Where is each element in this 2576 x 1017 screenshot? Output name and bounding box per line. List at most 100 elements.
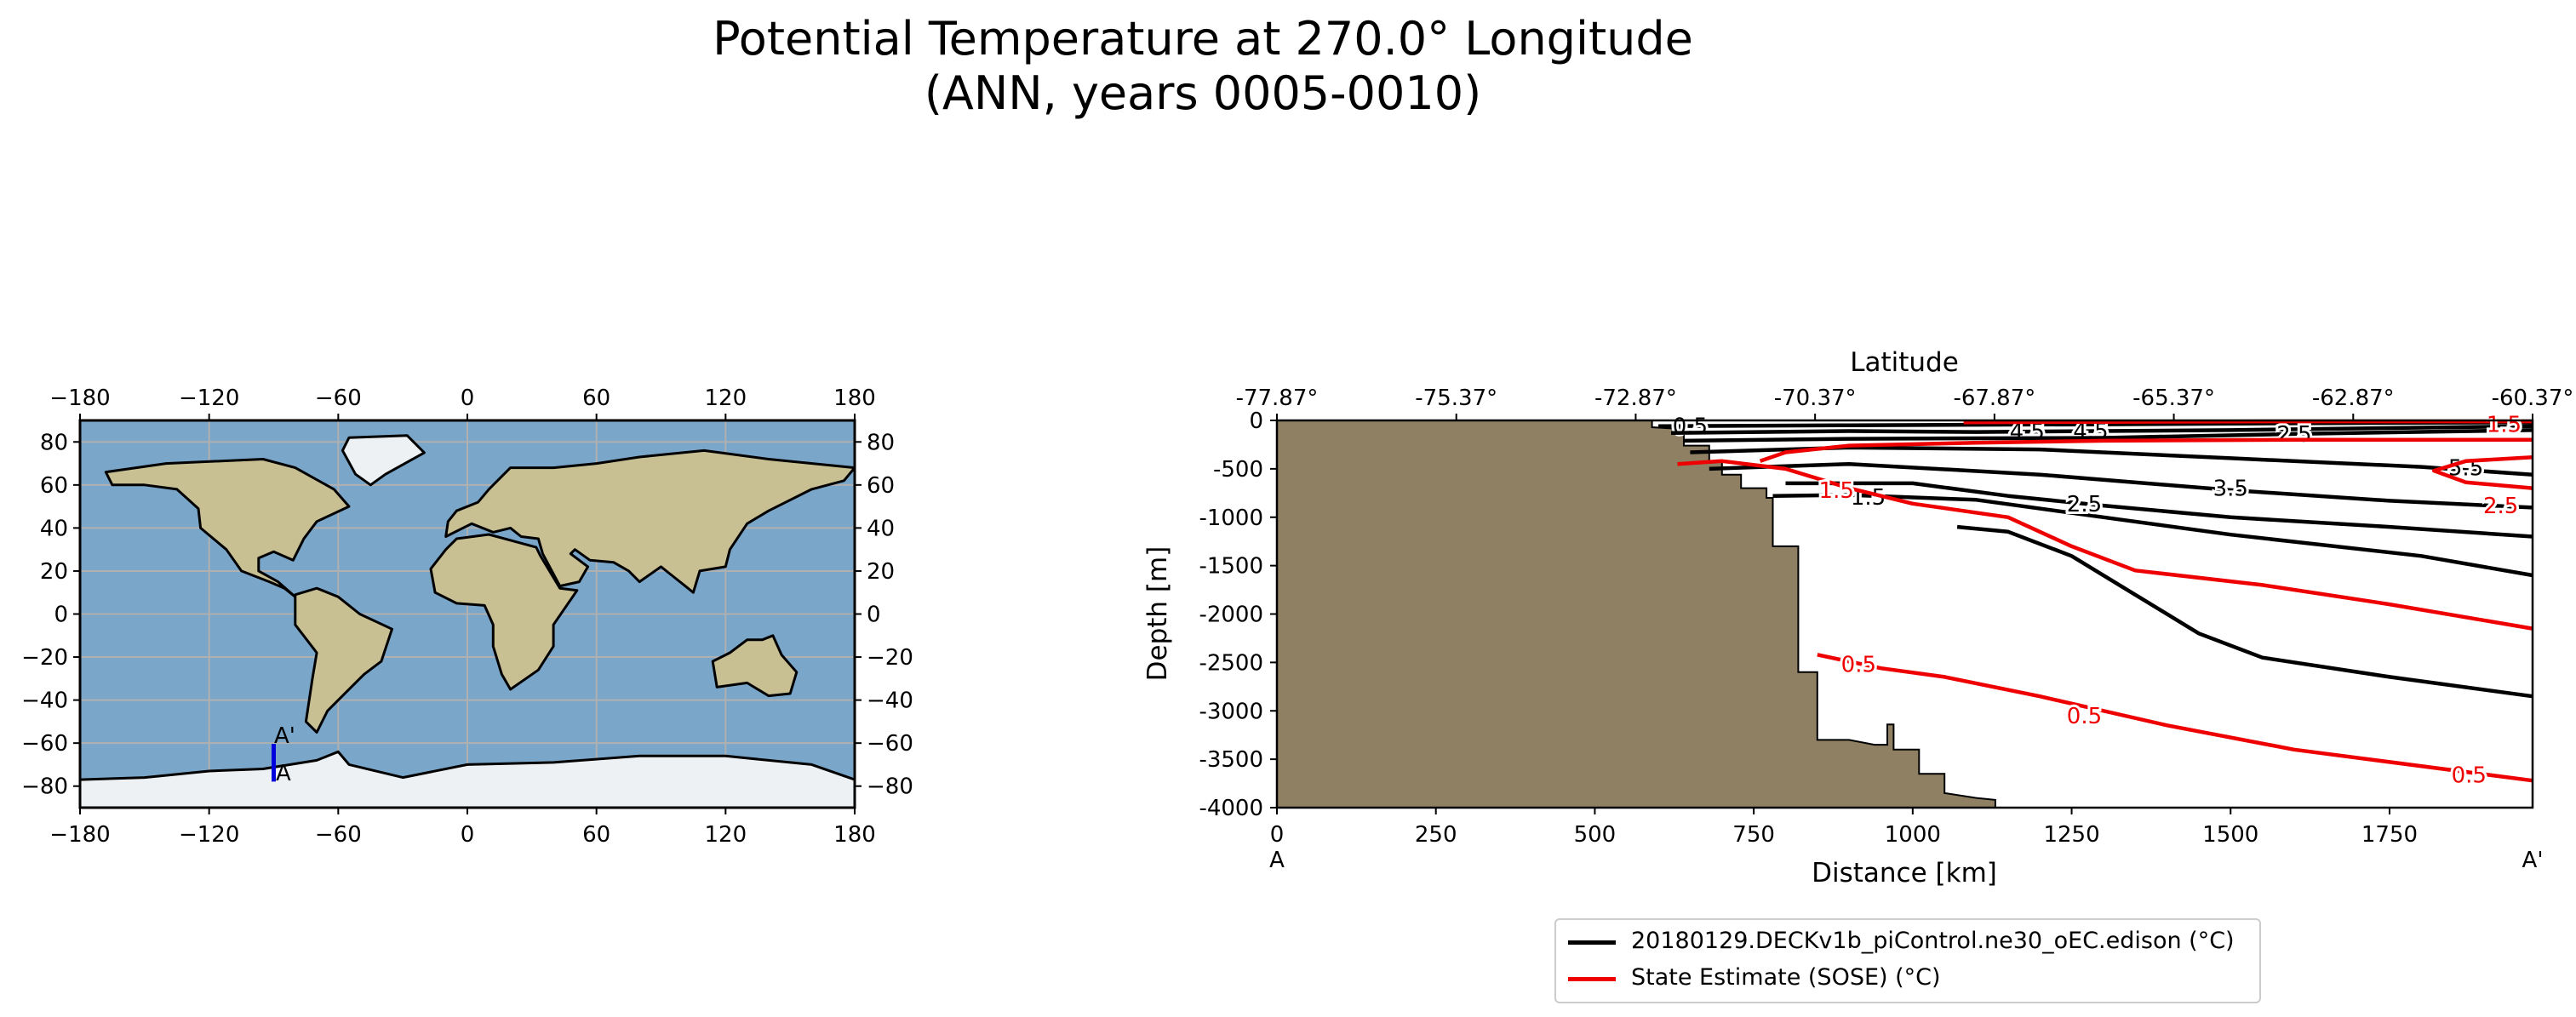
x-tick-label: 500 (1574, 822, 1617, 848)
title-line-2: (ANN, years 0005-0010) (924, 66, 1482, 120)
section-end-label-bottom: A' (2522, 848, 2544, 873)
contour-label-2.5: 2.5 (2067, 492, 2102, 517)
contour-sose-1.5 (1963, 419, 2533, 425)
map-bottom-tick-label: −180 (49, 822, 110, 848)
legend-line-red (1568, 977, 1616, 981)
map-right-tick-label: 60 (867, 473, 895, 499)
legend-label-model: 20180129.DECKv1b_piControl.ne30_oEC.edis… (1631, 928, 2235, 954)
contour-model-1.5 (1772, 493, 2533, 578)
contour-lines: 0.5 4.5 4.5 2.55.53.51.5 2.51.52.51.50.50.50… (1658, 410, 2533, 791)
legend-label-obs: State Estimate (SOSE) (°C) (1631, 964, 1941, 991)
top-tick-label: -75.37° (1415, 386, 1497, 411)
map-right-tick-label: −60 (867, 731, 913, 757)
contour-label-3.5: 3.5 (2213, 477, 2248, 502)
map-left-tick-label: 80 (40, 430, 68, 455)
map-left-tick-label: 40 (40, 516, 68, 541)
bathymetry (1276, 420, 1996, 808)
map-right-tick-label: 40 (867, 516, 895, 541)
map-left-tick-label: 0 (54, 603, 68, 628)
map-right-tick-label: −20 (867, 645, 913, 671)
map-left-tick-label: −60 (21, 731, 68, 757)
map-left-tick-label: 20 (40, 559, 68, 585)
continent-australia (711, 634, 799, 698)
x-tick-label: 750 (1732, 822, 1775, 848)
top-tick-label: -62.87° (2312, 386, 2395, 411)
top-tick-label: -67.87° (1953, 386, 2035, 411)
continent-north-america (104, 458, 351, 598)
section-ticks: 0 250 500 750 1000 1250 1500 1750 0 -500 -1000 -150… (1199, 386, 2573, 848)
x-tick-label: 1750 (2361, 822, 2418, 848)
legend-entry-obs: State Estimate (SOSE) (°C) (1556, 963, 2259, 997)
contour-label-1.5: 1.5 (2487, 413, 2522, 438)
legend-line-black (1568, 940, 1616, 945)
map-bottom-tick-label: 120 (705, 822, 747, 848)
y-tick-label: -1000 (1199, 506, 1263, 531)
y-tick-label: 0 (1249, 409, 1263, 434)
contour-sose-0.5 (1817, 653, 2533, 783)
contour-sose-2.5 (2431, 454, 2533, 490)
top-axis-label: Latitude (1850, 347, 1959, 378)
top-tick-label: -70.37° (1774, 386, 1857, 411)
map-top-tick-label: 120 (705, 386, 747, 411)
top-tick-label: -65.37° (2132, 386, 2215, 411)
continent-greenland (341, 434, 426, 487)
contour-label-0.5: 0.5 (1841, 653, 1876, 678)
y-tick-label: -1500 (1199, 554, 1263, 580)
section-start-label-bottom: A (1269, 848, 1285, 873)
contour-sose-1.5 (1677, 459, 2533, 631)
map-left-tick-label: −20 (21, 645, 68, 671)
x-tick-label: 1000 (1885, 822, 1941, 848)
map-right-tick-label: −40 (867, 688, 913, 714)
contour-label-0.5: 0.5 (2067, 704, 2102, 729)
map-left-tick-label: 60 (40, 473, 68, 499)
x-axis-label: Distance [km] (1812, 858, 1997, 888)
map-ticks: −180 −180 −120 −120 −60 −60 0 0 60 60 120 120 180 180… (21, 386, 913, 848)
map-right-tick-label: 20 (867, 559, 895, 585)
map-top-tick-label: 60 (582, 386, 610, 411)
map-bottom-tick-label: −60 (315, 822, 362, 848)
y-tick-label: -3500 (1199, 747, 1263, 773)
map-top-tick-label: −180 (49, 386, 110, 411)
y-axis-label: Depth [m] (1142, 546, 1173, 682)
contour-model-2.5 (1683, 428, 2533, 443)
continent-south-america (294, 586, 393, 734)
map-bottom-tick-label: 60 (582, 822, 610, 848)
map-top-tick-label: −60 (315, 386, 362, 411)
figure-title: Potential Temperature at 270.0° Longitud… (0, 12, 2406, 121)
y-tick-label: -500 (1213, 457, 1263, 483)
contour-model-5.5 (1690, 445, 2533, 477)
bathymetry-fill (1276, 420, 1996, 808)
contour-label-2.5: 2.5 (2276, 422, 2311, 448)
continent-africa (429, 533, 579, 691)
map-left-tick-label: −40 (21, 688, 68, 714)
section-end-label: A' (274, 723, 295, 749)
map-top-tick-label: −120 (179, 386, 239, 411)
title-line-1: Potential Temperature at 270.0° Longitud… (713, 12, 1693, 66)
y-tick-label: -4000 (1199, 796, 1263, 821)
section-start-label: A (276, 761, 291, 786)
contour-sose-2.5 (1759, 437, 2533, 463)
top-tick-label: -72.87° (1594, 386, 1677, 411)
continent-eurasia (444, 449, 856, 594)
map-panel: −180 −180 −120 −120 −60 −60 0 0 60 60 120 120 180 180… (21, 386, 913, 848)
map-left-tick-label: −80 (21, 774, 68, 800)
contour-label-0.5: 0.5 (1673, 414, 1708, 439)
y-tick-label: -3000 (1199, 699, 1263, 724)
contour-model-2.5 (1785, 481, 2533, 539)
contour-label-1.5: 1.5 (1819, 478, 1854, 504)
map-bottom-tick-label: 180 (833, 822, 876, 848)
contour-label-0.5: 0.5 (2452, 763, 2487, 788)
top-tick-label: -77.87° (1236, 386, 1319, 411)
y-tick-label: -2000 (1199, 603, 1263, 628)
x-tick-label: 1500 (2202, 822, 2258, 848)
legend: 20180129.DECKv1b_piControl.ne30_oEC.edis… (1554, 918, 2261, 1003)
x-tick-label: 1250 (2043, 822, 2099, 848)
contour-label-2.5: 2.5 (2483, 494, 2518, 519)
contour-model-4.5 (1670, 424, 2533, 436)
map-right-tick-label: 0 (867, 603, 881, 628)
contour-model-3.5 (1709, 461, 2533, 510)
map-right-tick-label: −80 (867, 774, 913, 800)
contour-model-0.5 (1956, 524, 2533, 699)
section-panel: 0.5 4.5 4.5 2.55.53.51.5 2.51.52.51.50.50.50… (1142, 347, 2573, 888)
